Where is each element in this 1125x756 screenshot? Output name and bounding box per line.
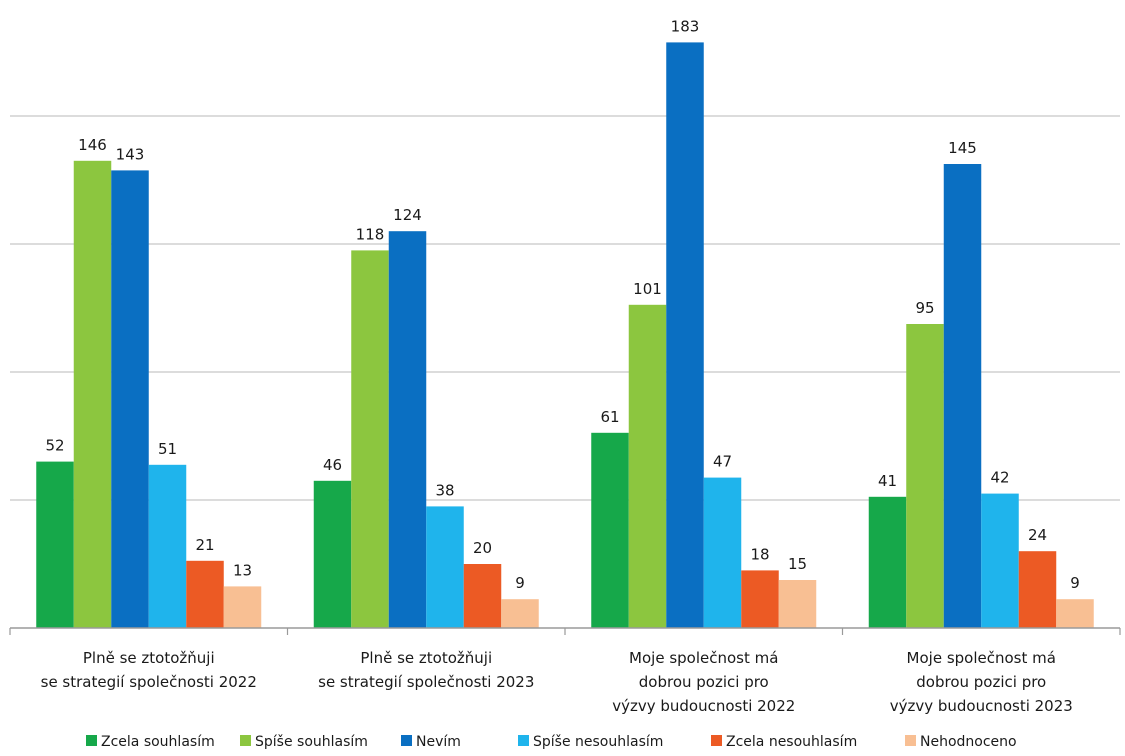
x-axis-ticks <box>9 628 1121 635</box>
data-label: 146 <box>78 136 107 154</box>
bar <box>1018 551 1057 628</box>
data-label: 42 <box>990 469 1009 487</box>
category-label: se strategií společnosti 2022 <box>41 673 257 691</box>
bar <box>741 570 779 628</box>
legend-label: Nevím <box>416 734 461 750</box>
legend-swatch <box>240 735 251 746</box>
legend-swatch <box>401 735 412 746</box>
bar <box>868 496 907 628</box>
category-label: dobrou pozici pro <box>639 673 769 691</box>
bar <box>313 480 352 628</box>
data-label: 20 <box>473 539 492 557</box>
data-label: 95 <box>915 299 934 317</box>
legend-swatch <box>86 735 97 746</box>
data-labels: 52 146 143 51 21 13 46 118 124 38 20 9 61 101 183 47 18 1… <box>45 17 1079 592</box>
data-label: 51 <box>158 440 177 458</box>
bar <box>223 586 262 628</box>
bar <box>73 160 112 629</box>
data-label: 15 <box>788 555 807 573</box>
bar <box>501 599 539 628</box>
category-label: výzvy budoucnosti 2023 <box>890 697 1073 715</box>
data-label: 13 <box>233 561 252 579</box>
bar <box>906 324 944 628</box>
bar <box>666 42 704 628</box>
bar <box>463 564 502 628</box>
legend-swatch <box>905 735 916 746</box>
data-label: 145 <box>948 139 977 157</box>
data-label: 41 <box>878 472 897 490</box>
bars <box>36 42 1094 629</box>
legend-label: Zcela nesouhlasím <box>726 734 857 750</box>
bar <box>591 432 629 628</box>
data-label: 124 <box>393 206 422 224</box>
bar <box>36 461 74 628</box>
data-label: 47 <box>713 453 732 471</box>
legend-label: Spíše souhlasím <box>255 734 368 750</box>
bar <box>628 304 667 628</box>
legend-swatch <box>518 735 529 746</box>
legend: Zcela souhlasím Spíše souhlasím Nevím Spíše… <box>86 734 1017 750</box>
category-label: Moje společnost má <box>629 649 778 667</box>
legend-label: Nehodnoceno <box>920 734 1017 750</box>
bar <box>186 560 224 628</box>
bar <box>111 170 149 628</box>
bar <box>388 231 427 628</box>
bar <box>351 250 389 628</box>
category-labels: Plně se ztotožňuji se strategií společnos… <box>41 649 1073 715</box>
data-label: 118 <box>356 225 385 243</box>
data-label: 183 <box>671 17 700 35</box>
category-label: Plně se ztotožňuji <box>83 649 215 667</box>
category-label: Plně se ztotožňuji <box>360 649 492 667</box>
data-label: 52 <box>45 437 64 455</box>
bar <box>426 506 464 628</box>
bar <box>943 164 982 628</box>
category-label: výzvy budoucnosti 2022 <box>612 697 795 715</box>
bar <box>981 493 1019 628</box>
data-label: 24 <box>1028 526 1047 544</box>
legend-swatch <box>711 735 722 746</box>
data-label: 9 <box>515 574 525 592</box>
data-label: 18 <box>750 545 769 563</box>
data-label: 143 <box>116 145 145 163</box>
bar <box>148 464 187 628</box>
data-label: 38 <box>435 481 454 499</box>
category-label: se strategií společnosti 2023 <box>318 673 534 691</box>
data-label: 61 <box>600 408 619 426</box>
legend-label: Zcela souhlasím <box>101 734 215 750</box>
category-label: dobrou pozici pro <box>916 673 1046 691</box>
legend-label: Spíše nesouhlasím <box>533 734 663 750</box>
data-label: 21 <box>195 536 214 554</box>
bar <box>778 580 817 628</box>
data-label: 9 <box>1070 574 1080 592</box>
category-label: Moje společnost má <box>907 649 1056 667</box>
data-label: 46 <box>323 456 342 474</box>
bar <box>1056 599 1094 628</box>
data-label: 101 <box>633 280 662 298</box>
bar <box>703 477 742 628</box>
